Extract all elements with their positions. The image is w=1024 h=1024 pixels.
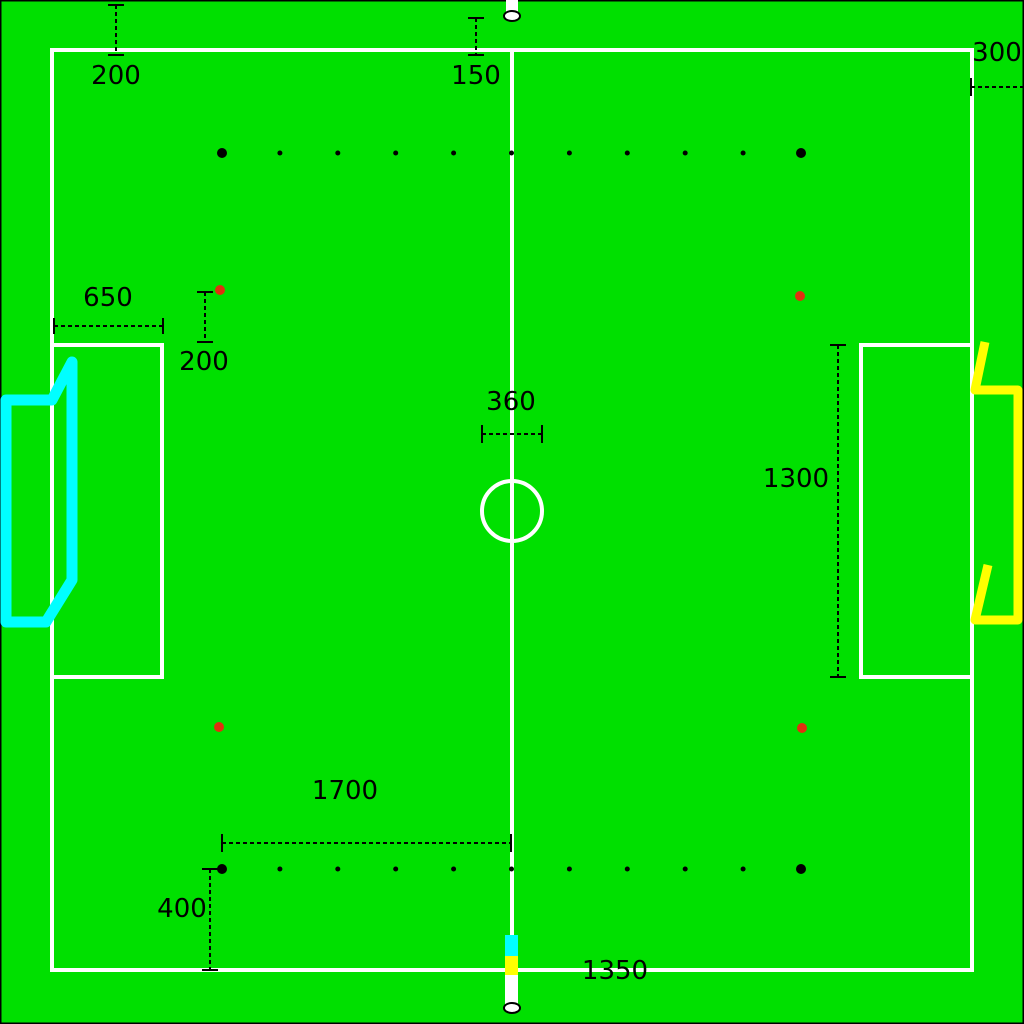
- right-goal-area: [859, 343, 974, 679]
- top-center-post: [503, 0, 521, 22]
- marker-dot-small: [509, 866, 514, 872]
- dim-top-margin-line: [108, 4, 124, 56]
- dim-bottom-offset-label: 1350: [582, 956, 648, 986]
- marker-dot-small: [277, 866, 283, 872]
- dim-marker-offset-label: 400: [157, 894, 207, 924]
- dim-goal-area-width-line: [830, 344, 846, 678]
- marker-dot-small: [277, 150, 283, 156]
- dim-top-margin-label: 200: [91, 61, 141, 91]
- dim-center-circle-line: [481, 425, 543, 443]
- dim-penalty-offset-label: 200: [179, 347, 229, 377]
- marker-dot-small: [740, 866, 746, 872]
- dim-center-circle-label: 360: [486, 387, 536, 417]
- marker-dot-small: [451, 150, 457, 156]
- dim-marker-span-line: [221, 834, 512, 852]
- dim-marker-offset-line: [202, 868, 218, 971]
- center-circle: [480, 479, 544, 543]
- left-goal-area: [50, 343, 164, 679]
- marker-dot-small: [451, 866, 457, 872]
- marker-dot-small: [566, 866, 572, 872]
- dim-penalty-offset-line: [197, 291, 213, 343]
- dim-right-margin-label: 300: [972, 38, 1022, 68]
- marker-dot-small: [624, 150, 630, 156]
- penalty-mark: [215, 285, 225, 295]
- marker-dot-small: [335, 150, 341, 156]
- marker-dot-small: [740, 150, 746, 156]
- marker-dot-small: [393, 866, 399, 872]
- marker-dot-small: [566, 150, 572, 156]
- dim-goal-area-depth-label: 650: [83, 283, 133, 313]
- marker-dot-small: [509, 150, 514, 156]
- marker-dot-small: [624, 866, 630, 872]
- dim-goal-area-depth-line: [53, 318, 164, 334]
- dim-center-post-line: [468, 17, 484, 56]
- dim-center-post-label: 150: [451, 61, 501, 91]
- marker-rows: [217, 148, 806, 874]
- dim-right-margin-line: [970, 78, 1024, 96]
- penalty-mark: [214, 722, 224, 732]
- marker-dot-large: [217, 148, 227, 158]
- marker-dot-small: [393, 150, 399, 156]
- penalty-mark: [795, 291, 805, 301]
- left-goal: [0, 356, 78, 628]
- marker-dot-large: [796, 864, 806, 874]
- dim-goal-area-width-label: 1300: [763, 464, 829, 494]
- marker-dot-small: [682, 150, 688, 156]
- marker-dot-small: [682, 866, 688, 872]
- penalty-mark: [797, 723, 807, 733]
- marker-dot-large: [796, 148, 806, 158]
- marker-dot-small: [335, 866, 341, 872]
- dim-marker-span-label: 1700: [312, 776, 378, 806]
- right-goal: [970, 341, 1023, 625]
- bottom-center-post: [503, 935, 521, 1014]
- marker-dot-large: [217, 864, 227, 874]
